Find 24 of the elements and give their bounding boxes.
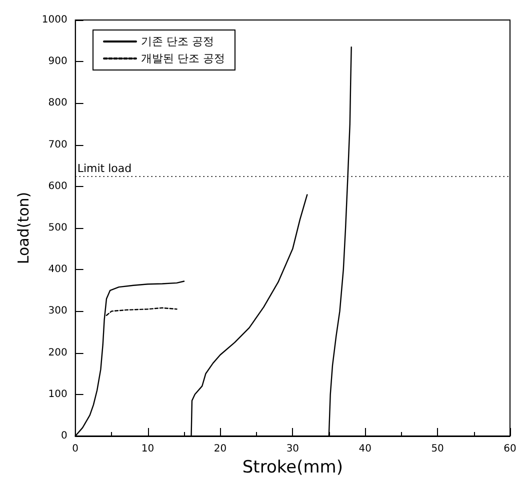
ref-line-label: Limit load — [77, 162, 132, 175]
x-tick-label: 60 — [504, 444, 516, 454]
y-tick-label: 800 — [48, 98, 68, 109]
x-tick-label: 20 — [214, 444, 227, 454]
y-axis-title: Load(ton) — [14, 192, 32, 264]
x-tick-label: 0 — [72, 444, 79, 454]
y-tick-label: 0 — [60, 430, 68, 442]
x-tick-label: 30 — [286, 444, 300, 454]
y-tick-label: 500 — [48, 222, 68, 234]
y-tick-label: 300 — [48, 306, 68, 317]
x-tick-label: 40 — [358, 444, 372, 454]
y-tick-label: 400 — [48, 264, 68, 276]
y-tick-label: 700 — [48, 139, 68, 150]
y-tick-label: 900 — [48, 56, 68, 68]
x-axis-title: Stroke(mm) — [242, 457, 343, 478]
y-tick-label: 100 — [48, 388, 68, 400]
y-tick-label: 200 — [48, 347, 68, 358]
legend-label: 개발된 단조 공정 — [141, 52, 225, 65]
x-tick-label: 50 — [431, 444, 444, 454]
y-tick-label: 1000 — [42, 14, 68, 26]
line-series — [106, 307, 178, 316]
legend-label: 기존 단조 공정 — [141, 35, 214, 48]
x-tick-label: 10 — [141, 444, 154, 454]
y-tick-label: 600 — [48, 180, 68, 192]
